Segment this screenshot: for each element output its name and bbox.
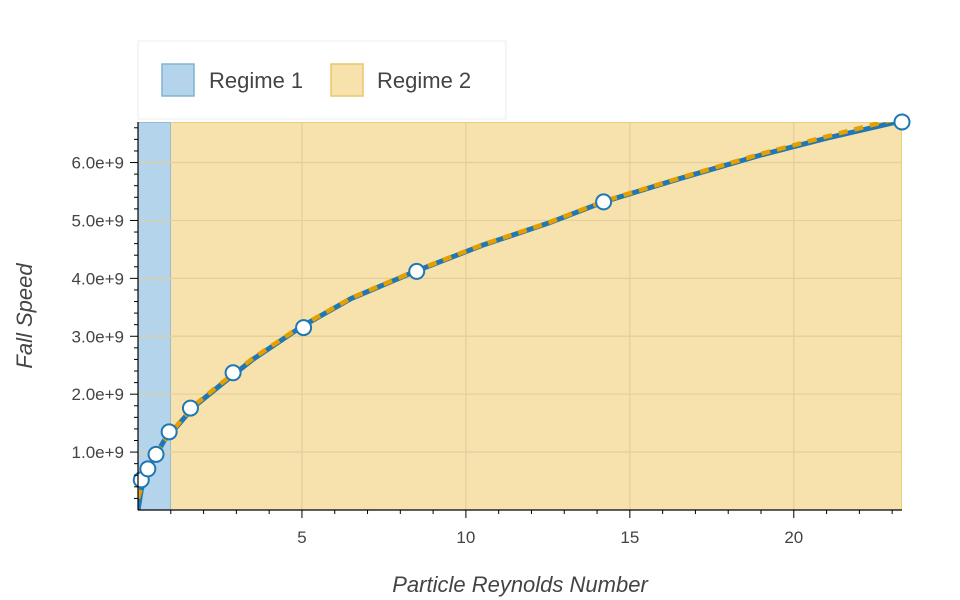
legend: Regime 1 Regime 2	[137, 40, 507, 120]
data-point	[224, 364, 242, 382]
data-point	[181, 399, 199, 417]
region-regime-2	[170, 122, 902, 510]
data-point	[147, 445, 165, 463]
data-point	[408, 262, 426, 280]
y-axis-label: Fall Speed	[12, 263, 37, 369]
x-tick-label: 10	[456, 528, 475, 547]
x-tick-label: 15	[620, 528, 639, 547]
y-tick-label: 5.0e+9	[72, 211, 124, 230]
data-point	[595, 193, 613, 211]
y-tick-label: 4.0e+9	[72, 269, 124, 288]
x-tick-label: 20	[784, 528, 803, 547]
data-point	[139, 460, 157, 478]
x-axis-label: Particle Reynolds Number	[392, 572, 649, 597]
y-tick-label: 2.0e+9	[72, 385, 124, 404]
axes	[137, 122, 902, 511]
legend-label-regime-2: Regime 2	[377, 68, 471, 93]
x-tick-label: 5	[297, 528, 306, 547]
data-point	[160, 423, 178, 441]
legend-swatch-regime-2	[330, 63, 364, 97]
plot-area	[132, 113, 911, 510]
y-tick-label: 3.0e+9	[72, 327, 124, 346]
data-point	[295, 319, 313, 337]
y-tick-label: 6.0e+9	[72, 154, 124, 173]
legend-swatch-regime-1	[161, 63, 195, 97]
legend-box	[137, 40, 507, 120]
region-regime-1	[138, 122, 171, 510]
y-tick-label: 1.0e+9	[72, 443, 124, 462]
legend-label-regime-1: Regime 1	[209, 68, 303, 93]
data-point	[893, 113, 911, 131]
